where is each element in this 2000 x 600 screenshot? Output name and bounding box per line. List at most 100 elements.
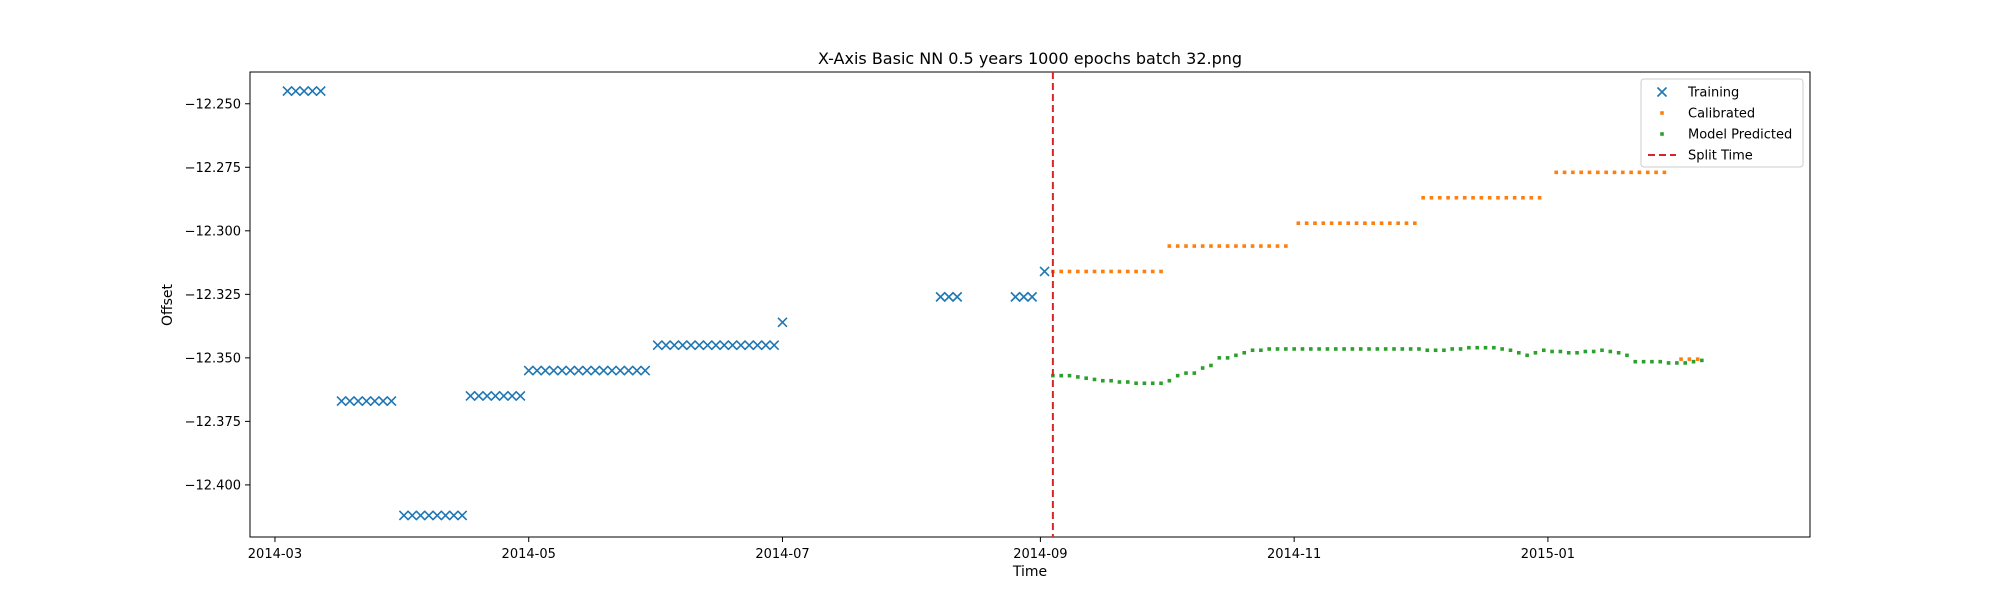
x-tick-label: 2014-03 [248, 547, 302, 562]
data-point [1654, 170, 1658, 175]
data-point [1010, 291, 1021, 302]
data-point [1404, 221, 1409, 225]
data-point [1275, 347, 1280, 351]
legend-item: Split Time [1648, 149, 1753, 164]
data-point [473, 390, 484, 402]
data-point [1134, 269, 1138, 274]
data-point [1367, 347, 1371, 351]
y-tick-label: −12.300 [185, 224, 241, 239]
data-point [1487, 195, 1492, 200]
x-axis-ticks: 2014-03 2014-05 2014-07 2014-09 2014-11 2015-… [248, 537, 1575, 562]
data-point [1350, 347, 1355, 351]
data-point [1192, 244, 1197, 248]
data-point [1101, 378, 1105, 383]
data-point [1184, 371, 1188, 375]
data-point [760, 340, 771, 351]
data-point [1250, 244, 1255, 248]
data-point [1067, 269, 1072, 274]
data-point [1059, 373, 1063, 378]
data-point [1092, 377, 1097, 382]
data-point [407, 510, 418, 521]
data-point [1018, 291, 1029, 302]
data-point [1504, 195, 1509, 200]
series-layer [282, 85, 1704, 521]
y-axis-ticks: −12.250 −12.275 −12.300 −12.325 −12.350 −12.3… [185, 97, 250, 493]
data-point [1084, 269, 1088, 274]
data-point [719, 340, 730, 351]
data-point [1039, 266, 1050, 277]
data-point [1242, 350, 1247, 355]
data-point [1309, 347, 1313, 351]
data-point [752, 340, 763, 351]
data-point [1621, 170, 1625, 175]
x-tick-label: 2014-11 [1267, 547, 1321, 562]
data-point [1687, 357, 1692, 361]
data-point [660, 340, 672, 351]
data-point [1217, 244, 1222, 248]
y-tick-label: −12.350 [185, 351, 241, 366]
data-point [1076, 375, 1080, 379]
data-point [1150, 381, 1155, 386]
data-point [307, 85, 318, 97]
x-axis-label: Time [1012, 564, 1047, 580]
data-point [573, 365, 584, 376]
data-point [1571, 170, 1575, 175]
data-point [1600, 348, 1604, 353]
data-point [1583, 349, 1588, 354]
data-point [669, 340, 680, 351]
data-point [1379, 221, 1384, 225]
data-point [935, 291, 946, 302]
data-point [1429, 195, 1434, 200]
y-tick-label: −12.275 [185, 161, 241, 176]
data-point [1666, 361, 1671, 365]
data-point [1417, 347, 1421, 351]
data-point [1150, 269, 1155, 274]
legend-item: Model Predicted [1660, 128, 1792, 143]
data-point [1392, 347, 1396, 351]
data-point [710, 340, 721, 351]
data-point [457, 510, 468, 521]
data-point [1383, 347, 1388, 351]
data-point [1346, 221, 1351, 225]
data-point [1117, 269, 1122, 274]
data-point [598, 365, 609, 376]
data-point [694, 340, 705, 351]
data-point [415, 510, 426, 521]
legend-label: Split Time [1688, 149, 1753, 164]
data-point [1109, 378, 1113, 383]
data-point [1637, 170, 1642, 175]
data-point [369, 395, 380, 407]
legend: Training Calibrated Model Predicted Split T… [1640, 78, 1804, 168]
data-point [1433, 348, 1438, 353]
data-point [1142, 269, 1147, 274]
data-point [1363, 221, 1367, 225]
data-point [1691, 359, 1696, 364]
data-point [432, 510, 443, 521]
data-point [1662, 170, 1667, 175]
data-point [1300, 347, 1305, 351]
data-point [640, 365, 651, 376]
data-point [1134, 381, 1138, 386]
data-point [540, 365, 551, 376]
data-point [606, 365, 617, 376]
data-point [1333, 347, 1338, 351]
plot-area: 2014-03 2014-05 2014-07 2014-09 2014-11 2015-… [185, 71, 1811, 562]
x-tick-label: 2014-05 [502, 547, 556, 562]
data-point [1175, 244, 1180, 248]
data-point [952, 291, 963, 302]
data-point [1184, 244, 1188, 248]
data-point [1529, 195, 1534, 200]
data-point [336, 395, 347, 407]
data-point [1321, 221, 1326, 225]
data-point [1284, 244, 1288, 248]
data-point [440, 510, 451, 521]
data-point [1492, 345, 1496, 350]
data-point [581, 365, 593, 376]
data-point [1596, 170, 1600, 175]
data-point [1471, 195, 1475, 200]
data-point [1117, 380, 1122, 384]
data-point [556, 365, 568, 376]
data-point [1175, 373, 1180, 378]
data-point [1683, 361, 1687, 365]
data-point [1500, 347, 1504, 351]
